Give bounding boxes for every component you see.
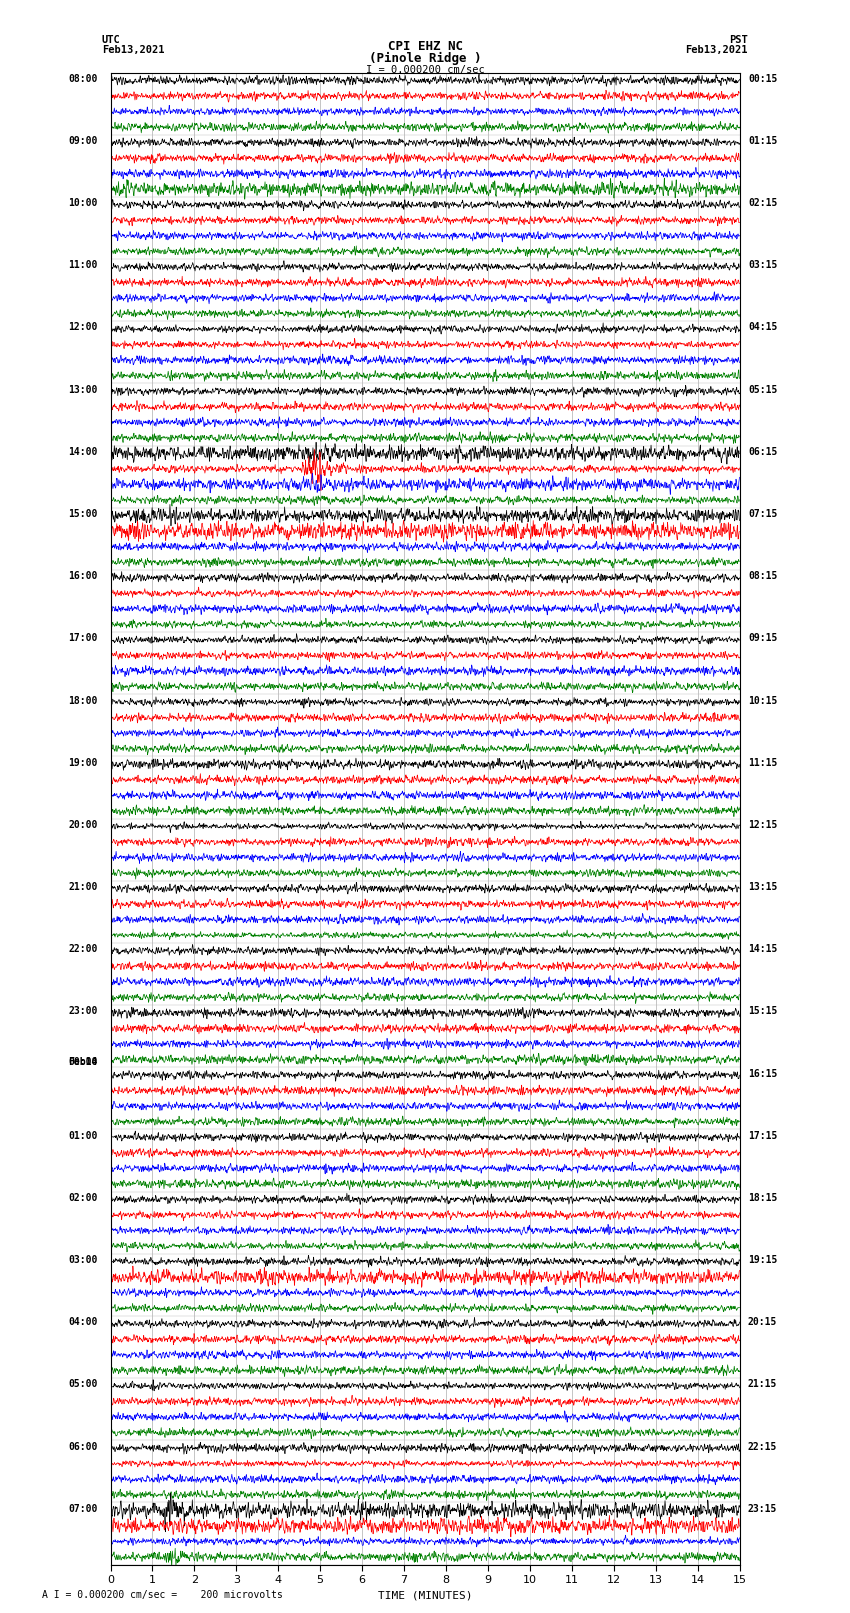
Text: 18:15: 18:15 [748,1194,777,1203]
Text: 07:15: 07:15 [748,510,777,519]
X-axis label: TIME (MINUTES): TIME (MINUTES) [377,1590,473,1600]
Text: 22:00: 22:00 [69,944,98,955]
Text: CPI EHZ NC: CPI EHZ NC [388,40,462,53]
Text: 08:15: 08:15 [748,571,777,581]
Text: 00:15: 00:15 [748,74,777,84]
Text: (Pinole Ridge ): (Pinole Ridge ) [369,52,481,65]
Text: 10:15: 10:15 [748,695,777,705]
Text: 23:00: 23:00 [69,1007,98,1016]
Text: I = 0.000200 cm/sec: I = 0.000200 cm/sec [366,65,484,74]
Text: 13:00: 13:00 [69,384,98,395]
Text: 13:15: 13:15 [748,882,777,892]
Text: 01:15: 01:15 [748,135,777,147]
Text: 05:15: 05:15 [748,384,777,395]
Text: 20:00: 20:00 [69,819,98,829]
Text: 05:00: 05:00 [69,1379,98,1389]
Text: 04:15: 04:15 [748,323,777,332]
Text: 20:15: 20:15 [748,1318,777,1327]
Text: 15:00: 15:00 [69,510,98,519]
Text: 21:15: 21:15 [748,1379,777,1389]
Text: 09:15: 09:15 [748,634,777,644]
Text: 00:00: 00:00 [69,1045,98,1068]
Text: 21:00: 21:00 [69,882,98,892]
Text: 01:00: 01:00 [69,1131,98,1140]
Text: 17:00: 17:00 [69,634,98,644]
Text: 16:15: 16:15 [748,1068,777,1079]
Text: 23:15: 23:15 [748,1503,777,1513]
Text: 14:15: 14:15 [748,944,777,955]
Text: 17:15: 17:15 [748,1131,777,1140]
Text: 22:15: 22:15 [748,1442,777,1452]
Text: Feb13,2021: Feb13,2021 [102,45,165,55]
Text: 10:00: 10:00 [69,198,98,208]
Text: 09:00: 09:00 [69,135,98,147]
Text: 12:15: 12:15 [748,819,777,829]
Text: 02:00: 02:00 [69,1194,98,1203]
Text: 02:15: 02:15 [748,198,777,208]
Text: 06:15: 06:15 [748,447,777,456]
Text: 16:00: 16:00 [69,571,98,581]
Text: 11:15: 11:15 [748,758,777,768]
Text: 19:15: 19:15 [748,1255,777,1265]
Text: PST: PST [729,35,748,45]
Text: A I = 0.000200 cm/sec =    200 microvolts: A I = 0.000200 cm/sec = 200 microvolts [42,1590,283,1600]
Text: 04:00: 04:00 [69,1318,98,1327]
Text: Feb14: Feb14 [69,1057,98,1068]
Text: UTC: UTC [102,35,121,45]
Text: 18:00: 18:00 [69,695,98,705]
Text: 11:00: 11:00 [69,260,98,271]
Text: Feb13,2021: Feb13,2021 [685,45,748,55]
Text: 19:00: 19:00 [69,758,98,768]
Text: 07:00: 07:00 [69,1503,98,1513]
Text: 03:00: 03:00 [69,1255,98,1265]
Text: 15:15: 15:15 [748,1007,777,1016]
Text: 06:00: 06:00 [69,1442,98,1452]
Text: 14:00: 14:00 [69,447,98,456]
Text: 12:00: 12:00 [69,323,98,332]
Text: 08:00: 08:00 [69,74,98,84]
Text: 03:15: 03:15 [748,260,777,271]
